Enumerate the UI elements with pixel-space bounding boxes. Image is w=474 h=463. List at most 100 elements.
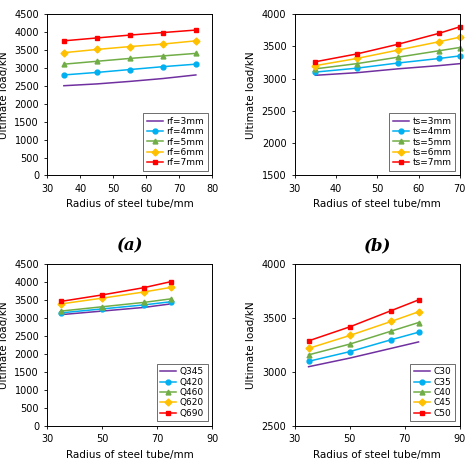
rf=5mm (193, 50, 199, 56)
C50 (306, 338, 311, 344)
rf=6mm (94, 47, 100, 52)
rf=7mm (61, 38, 67, 44)
rf=4mm (94, 69, 100, 75)
Y-axis label: Ultimate load/kN: Ultimate load/kN (246, 301, 256, 389)
C30 (388, 345, 394, 351)
ts=6mm (313, 63, 319, 69)
Q620 (100, 295, 105, 301)
Legend: Q345, Q420, Q460, Q620, Q690: Q345, Q420, Q460, Q620, Q690 (156, 364, 208, 421)
Q345 (58, 312, 64, 318)
C50 (388, 308, 394, 313)
X-axis label: Radius of steel tube/mm: Radius of steel tube/mm (66, 450, 194, 460)
Q690 (58, 299, 64, 304)
ts=5mm (395, 55, 401, 60)
Line: rf=3mm: rf=3mm (64, 75, 196, 86)
Legend: rf=3mm, rf=4mm, rf=5mm, rf=6mm, rf=7mm: rf=3mm, rf=4mm, rf=5mm, rf=6mm, rf=7mm (143, 113, 208, 171)
C35 (388, 337, 394, 343)
C40 (416, 320, 421, 325)
rf=6mm (193, 38, 199, 44)
Line: rf=4mm: rf=4mm (62, 62, 198, 77)
ts=5mm (313, 66, 319, 72)
rf=5mm (94, 58, 100, 64)
C40 (347, 341, 353, 347)
ts=3mm (313, 73, 319, 78)
Line: Q620: Q620 (59, 285, 173, 307)
Line: C35: C35 (306, 330, 421, 364)
Legend: ts=3mm, ts=4mm, ts=5mm, ts=6mm, ts=7mm: ts=3mm, ts=4mm, ts=5mm, ts=6mm, ts=7mm (389, 113, 455, 171)
Line: C40: C40 (306, 320, 421, 357)
X-axis label: Radius of steel tube/mm: Radius of steel tube/mm (313, 200, 441, 209)
rf=3mm (61, 83, 67, 88)
Q420 (58, 310, 64, 316)
X-axis label: Radius of steel tube/mm: Radius of steel tube/mm (313, 450, 441, 460)
ts=7mm (436, 31, 442, 36)
Text: (b): (b) (364, 237, 391, 254)
Q690 (168, 279, 174, 284)
rf=5mm (61, 62, 67, 67)
Line: Q345: Q345 (61, 304, 171, 315)
Line: rf=6mm: rf=6mm (62, 38, 198, 55)
ts=6mm (395, 47, 401, 53)
rf=3mm (193, 72, 199, 78)
ts=5mm (457, 45, 463, 50)
ts=7mm (395, 42, 401, 47)
ts=3mm (354, 70, 359, 75)
rf=4mm (160, 64, 166, 69)
Y-axis label: Ultimate load/kN: Ultimate load/kN (0, 51, 9, 138)
rf=6mm (160, 41, 166, 47)
Line: rf=7mm: rf=7mm (62, 28, 198, 43)
Line: C45: C45 (306, 309, 421, 351)
ts=4mm (395, 60, 401, 66)
Q345 (168, 301, 174, 307)
Line: ts=3mm: ts=3mm (316, 63, 460, 75)
Line: Q420: Q420 (59, 299, 173, 315)
rf=4mm (193, 62, 199, 67)
Q420 (168, 299, 174, 305)
Y-axis label: Ultimate load/kN: Ultimate load/kN (246, 51, 256, 138)
C30 (306, 364, 311, 369)
Y-axis label: Ultimate load/kN: Ultimate load/kN (0, 301, 9, 389)
Q690 (141, 285, 146, 290)
Text: (a): (a) (117, 237, 143, 254)
rf=5mm (127, 56, 133, 61)
Q620 (58, 301, 64, 307)
Line: ts=6mm: ts=6mm (313, 35, 462, 68)
ts=3mm (395, 66, 401, 72)
Line: ts=7mm: ts=7mm (313, 25, 462, 64)
rf=7mm (127, 32, 133, 38)
ts=3mm (436, 63, 442, 69)
C50 (347, 324, 353, 330)
C45 (306, 345, 311, 351)
Line: rf=5mm: rf=5mm (62, 51, 198, 67)
rf=5mm (160, 53, 166, 59)
Q460 (100, 304, 105, 310)
ts=4mm (436, 56, 442, 61)
rf=3mm (127, 79, 133, 84)
C35 (347, 349, 353, 354)
ts=7mm (457, 24, 463, 30)
Line: ts=5mm: ts=5mm (313, 45, 462, 71)
C40 (388, 328, 394, 334)
Q345 (141, 305, 146, 310)
ts=6mm (436, 39, 442, 44)
C30 (347, 355, 353, 361)
rf=3mm (160, 76, 166, 81)
ts=4mm (457, 53, 463, 59)
Legend: C30, C35, C40, C45, C50: C30, C35, C40, C45, C50 (410, 364, 455, 421)
Line: C30: C30 (309, 342, 419, 367)
rf=6mm (127, 44, 133, 50)
C35 (416, 330, 421, 335)
ts=6mm (457, 34, 463, 40)
C40 (306, 352, 311, 357)
Q690 (100, 292, 105, 298)
Q420 (100, 306, 105, 312)
ts=7mm (313, 59, 319, 64)
Line: Q690: Q690 (59, 279, 173, 304)
Q620 (168, 285, 174, 290)
Q420 (141, 302, 146, 308)
rf=4mm (127, 67, 133, 72)
C45 (347, 333, 353, 338)
rf=3mm (94, 81, 100, 87)
rf=6mm (61, 50, 67, 56)
ts=6mm (354, 56, 359, 61)
